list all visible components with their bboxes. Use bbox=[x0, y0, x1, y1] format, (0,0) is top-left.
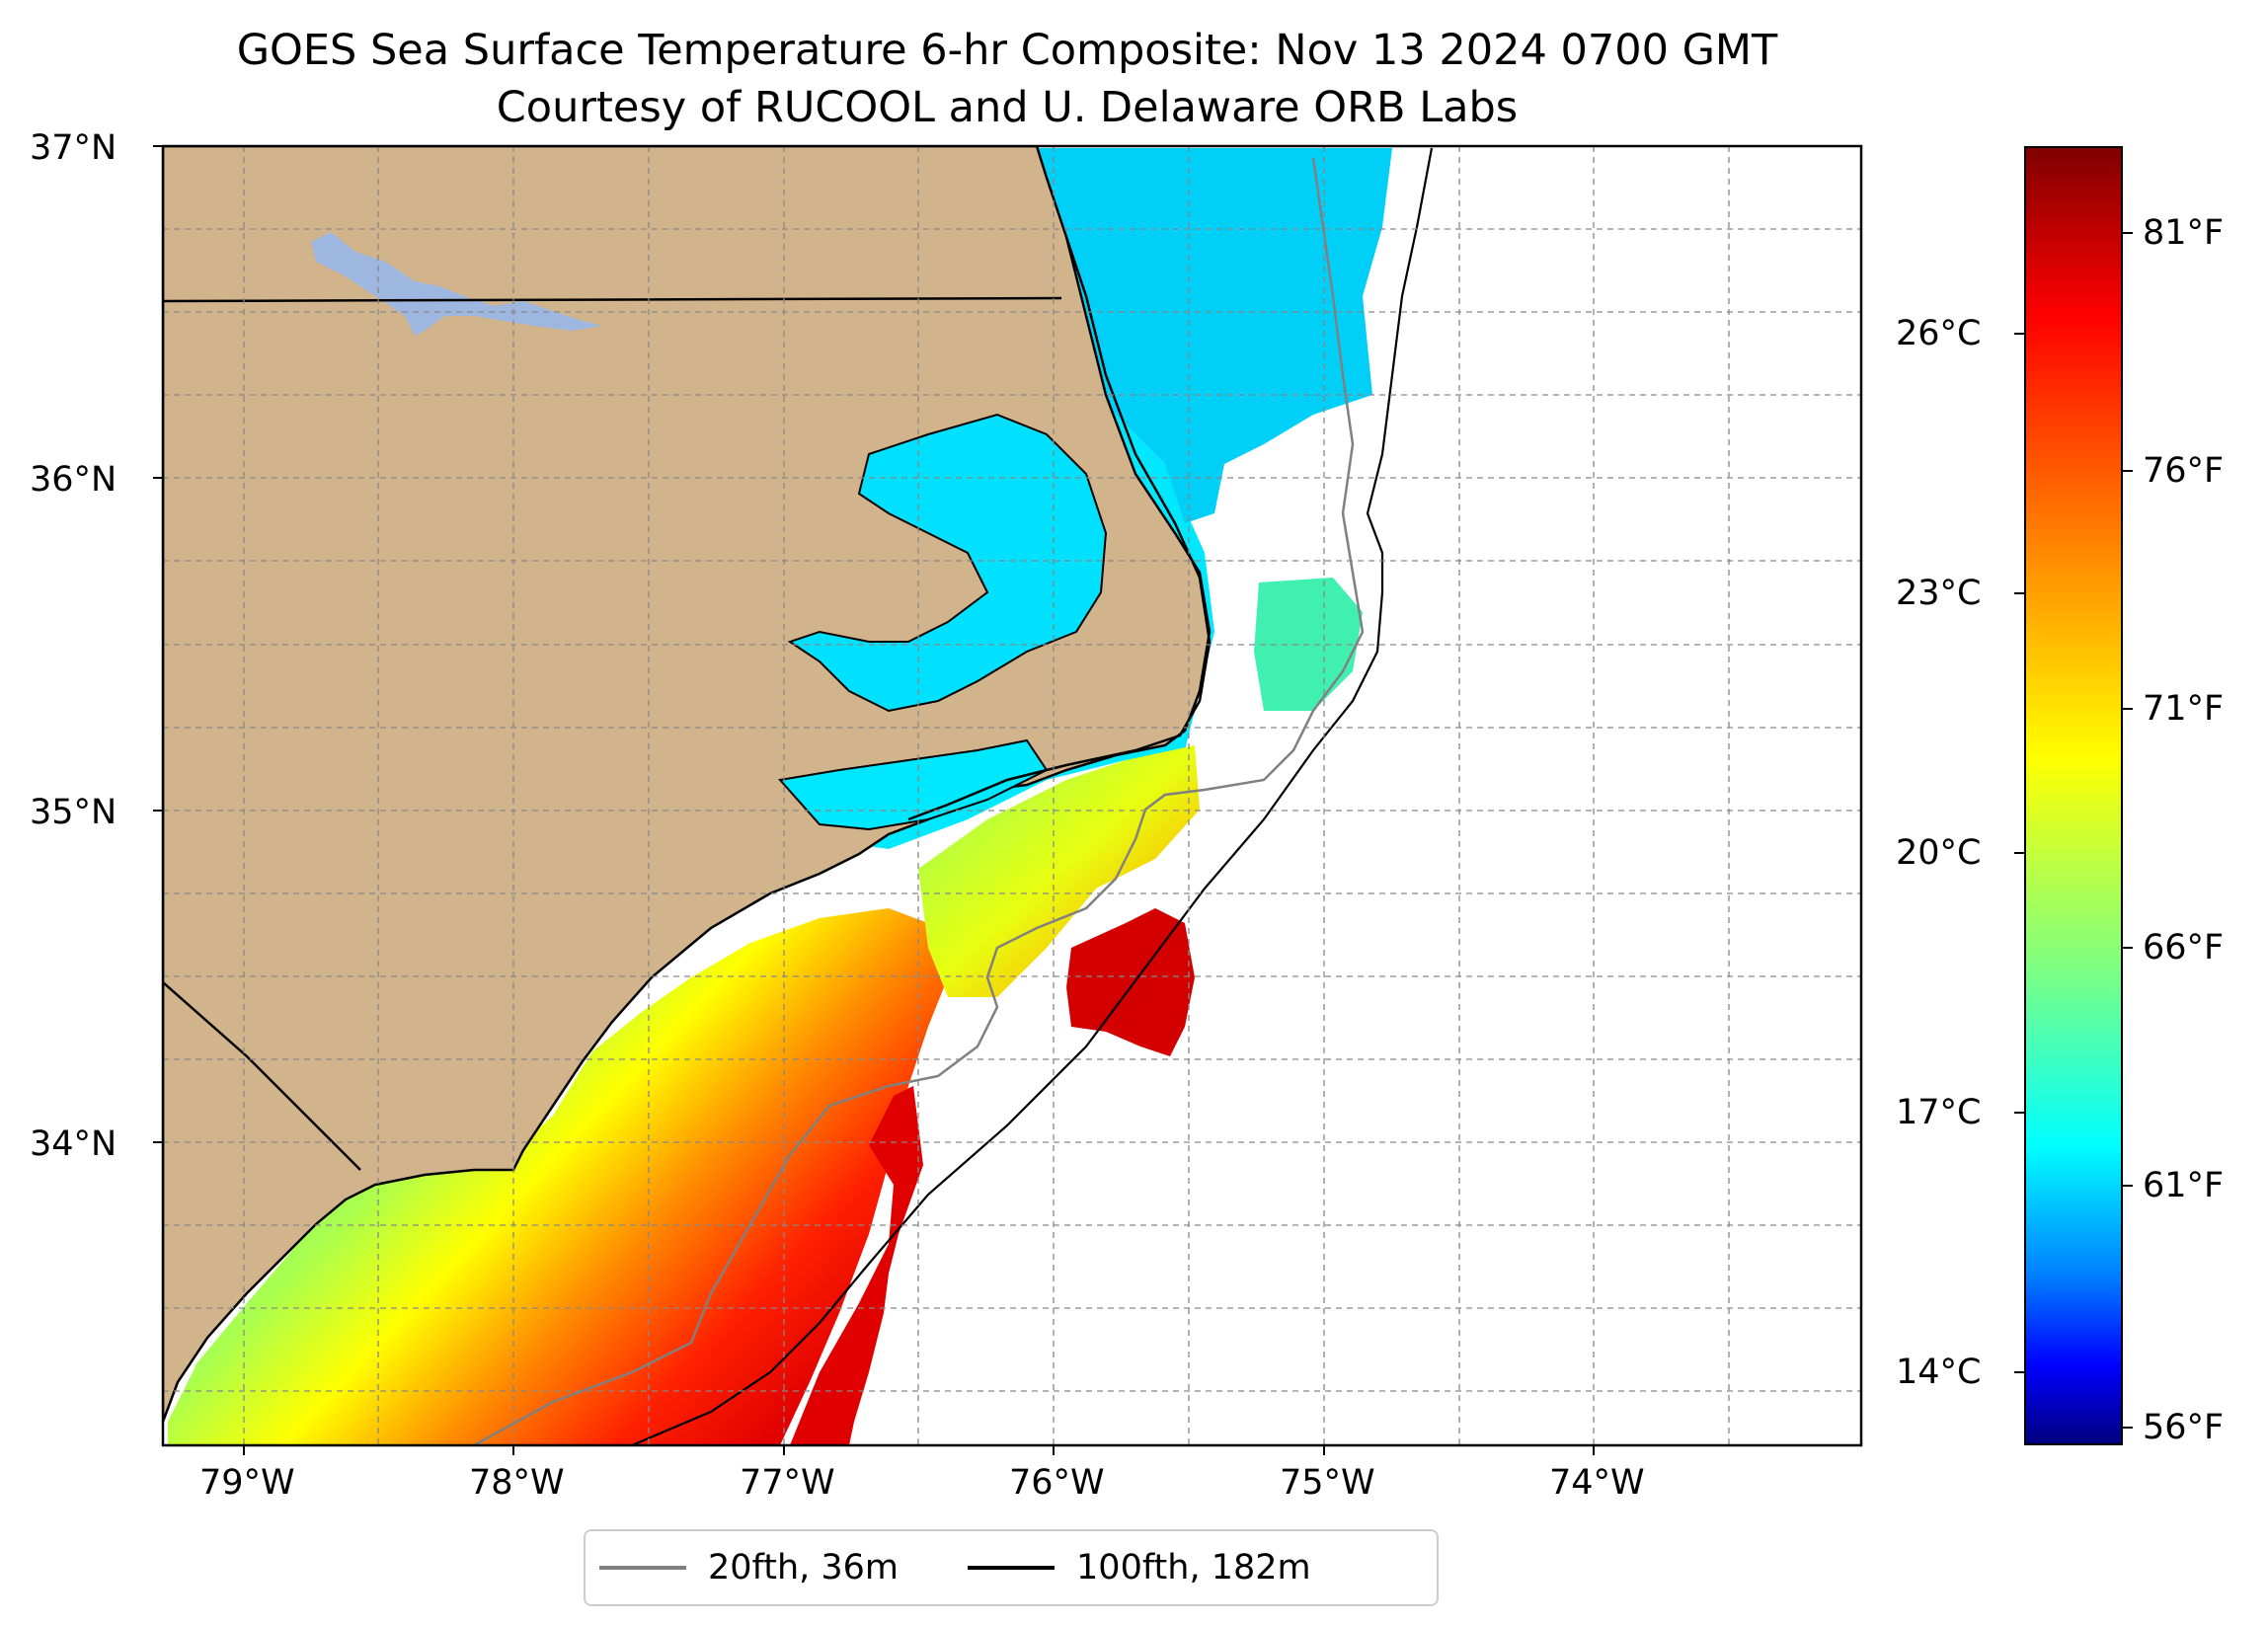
graticule bbox=[163, 146, 1861, 1445]
legend-item-20fth: 20fth, 36m bbox=[586, 1548, 899, 1587]
lat-label-34n: 34°N bbox=[30, 1124, 117, 1164]
isobath-legend: 20fth, 36m 100fth, 182m bbox=[584, 1529, 1439, 1606]
legend-label-20fth: 20fth, 36m bbox=[708, 1548, 899, 1587]
sst-southern-shelf bbox=[168, 908, 948, 1445]
state-border-nc-sc bbox=[163, 981, 361, 1171]
lon-label-78w: 78°W bbox=[469, 1463, 565, 1503]
cbar-f-56: 56°F bbox=[2143, 1408, 2225, 1447]
cbar-c-17: 17°C bbox=[1896, 1093, 1982, 1132]
map-subtitle: Courtesy of RUCOOL and U. Delaware ORB L… bbox=[496, 83, 1519, 132]
cbar-f-71: 71°F bbox=[2143, 689, 2225, 729]
lon-label-74w: 74°W bbox=[1549, 1463, 1645, 1503]
legend-swatch-black bbox=[968, 1566, 1056, 1570]
cbar-f-81: 81°F bbox=[2143, 213, 2225, 253]
map-frame bbox=[161, 144, 1863, 1447]
sst-midshelf bbox=[918, 745, 1200, 997]
temperature-colorbar bbox=[2024, 146, 2123, 1445]
cbar-c-26: 26°C bbox=[1896, 314, 1982, 353]
barrier-islands bbox=[907, 236, 1212, 821]
lon-label-79w: 79°W bbox=[199, 1463, 295, 1503]
isobath-20fth bbox=[473, 157, 1365, 1445]
sound-interior bbox=[787, 413, 1108, 713]
lat-label-37n: 37°N bbox=[30, 128, 117, 168]
cbar-f-61: 61°F bbox=[2143, 1166, 2225, 1205]
legend-item-100fth: 100fth, 182m bbox=[954, 1548, 1311, 1587]
cbar-c-14: 14°C bbox=[1896, 1353, 1982, 1392]
lon-label-77w: 77°W bbox=[740, 1463, 835, 1503]
map-title: GOES Sea Surface Temperature 6-hr Compos… bbox=[236, 26, 1778, 75]
legend-label-100fth: 100fth, 182m bbox=[1076, 1548, 1311, 1587]
sst-map bbox=[153, 144, 1863, 1455]
cbar-c-20: 20°C bbox=[1896, 833, 1982, 873]
sst-gulfstream-south bbox=[790, 1086, 923, 1445]
legend-swatch-grey bbox=[599, 1566, 686, 1570]
axis-ticks bbox=[153, 145, 1595, 1455]
isobath-100fth bbox=[631, 147, 1434, 1445]
lat-label-35n: 35°N bbox=[30, 793, 117, 832]
kerr-lake bbox=[311, 232, 602, 336]
lon-label-76w: 76°W bbox=[1009, 1463, 1105, 1503]
lon-label-75w: 75°W bbox=[1280, 1463, 1375, 1503]
cbar-f-76: 76°F bbox=[2143, 451, 2225, 491]
lat-label-36n: 36°N bbox=[30, 460, 117, 500]
cbar-f-66: 66°F bbox=[2143, 928, 2225, 968]
cbar-c-23: 23°C bbox=[1896, 574, 1982, 613]
state-border-va-nc bbox=[163, 296, 1062, 303]
